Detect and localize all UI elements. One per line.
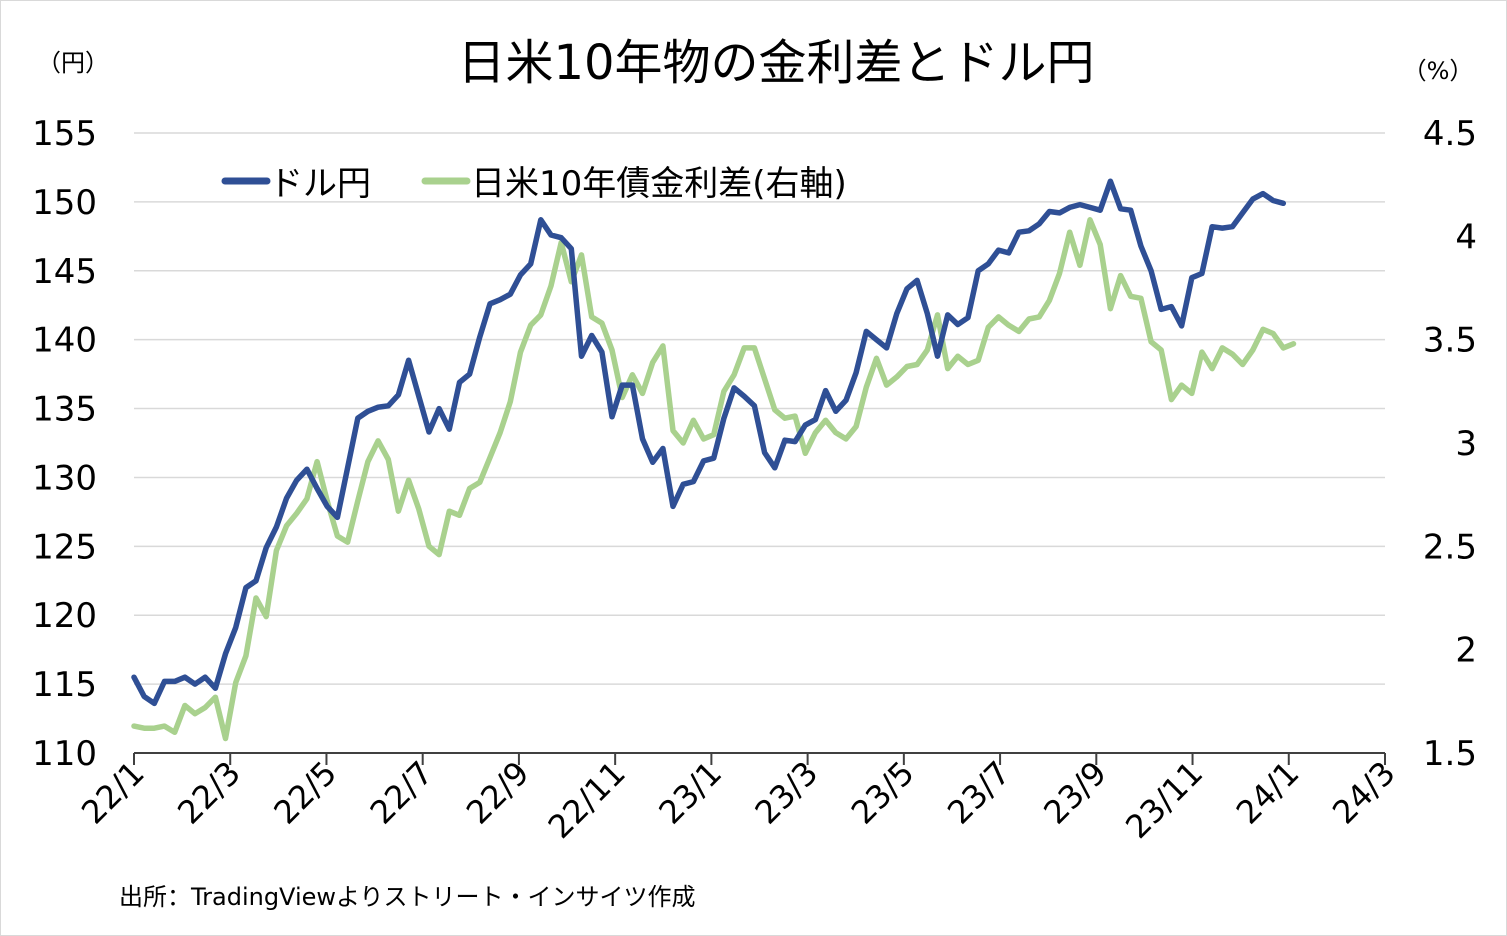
right-axis-ticks: 1.5 2 2.5 3 3.5 4 4.5 [1423, 114, 1477, 774]
left-tick-label: 140 [32, 321, 97, 361]
right-axis-unit: （%） [1403, 57, 1474, 85]
right-tick-label: 3 [1455, 424, 1477, 464]
x-tick-label: 22/5 [266, 754, 344, 832]
right-tick-label: 3.5 [1423, 321, 1477, 361]
spread-line [131, 217, 1297, 742]
left-tick-label: 150 [32, 183, 97, 223]
right-tick-label: 4 [1455, 217, 1477, 257]
left-tick-label: 145 [32, 252, 97, 292]
x-tick-label: 22/7 [363, 754, 441, 832]
left-tick-label: 120 [32, 596, 97, 636]
x-tick-label: 23/11 [1118, 754, 1210, 846]
x-tick-label: 24/1 [1229, 754, 1307, 832]
right-tick-label: 2 [1455, 631, 1477, 671]
right-tick-label: 2.5 [1423, 527, 1477, 567]
series-lines [131, 178, 1297, 742]
left-tick-label: 130 [32, 458, 97, 498]
legend: ドル円 日米10年債金利差(右軸) [221, 164, 847, 204]
left-axis-unit: （円） [37, 49, 109, 77]
right-tick-label: 1.5 [1423, 734, 1477, 774]
gridlines [134, 132, 1385, 754]
left-tick-label: 110 [32, 734, 97, 774]
legend-label-spread: 日米10年債金利差(右軸) [471, 164, 847, 204]
left-axis-ticks: 110 115 120 125 130 135 140 145 150 155 [32, 114, 97, 774]
x-tick-label: 23/5 [844, 754, 922, 832]
right-tick-label: 4.5 [1423, 114, 1477, 154]
source-note: 出所：TradingViewよりストリート・インサイツ作成 [119, 883, 696, 911]
chart-title: 日米10年物の金利差とドル円 [457, 35, 1094, 91]
usdjpy-line [131, 178, 1287, 707]
x-axis-ticks: 22/1 22/3 22/5 22/7 22/9 22/11 23/1 23/3 23/5 23/… [74, 753, 1403, 846]
x-tick-label: 22/9 [459, 754, 537, 832]
x-tick-label: 22/3 [170, 754, 248, 832]
x-tick-label: 22/11 [541, 754, 633, 846]
left-tick-label: 135 [32, 390, 97, 430]
x-tick-label: 23/7 [940, 754, 1018, 832]
x-tick-label: 23/1 [651, 754, 729, 832]
left-tick-label: 155 [32, 114, 97, 154]
x-tick-label: 23/3 [748, 754, 826, 832]
legend-label-usdjpy: ドル円 [269, 164, 371, 204]
left-tick-label: 115 [32, 665, 97, 705]
x-tick-label: 23/9 [1036, 754, 1114, 832]
left-tick-label: 125 [32, 527, 97, 567]
x-tick-label: 24/3 [1325, 754, 1403, 832]
